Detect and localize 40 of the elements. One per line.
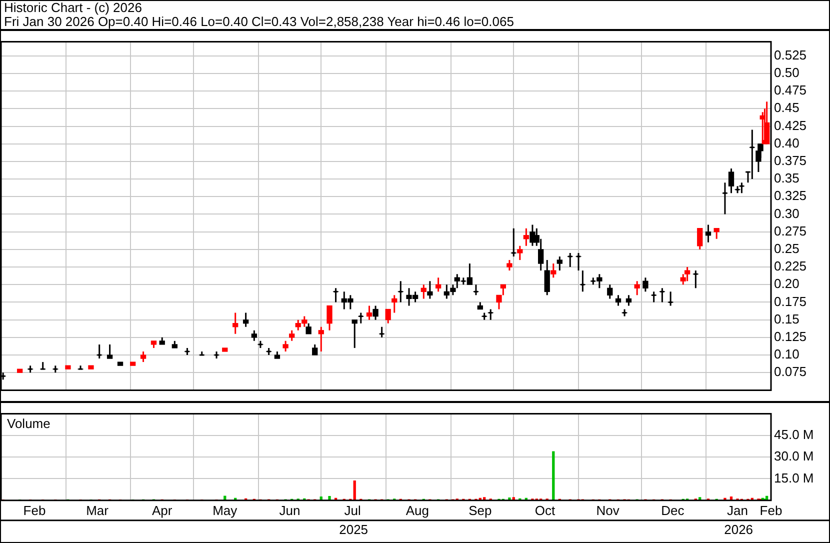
y-tick-label: 0.45 — [774, 100, 800, 116]
y-tick-label: 0.10 — [774, 346, 800, 362]
y-tick-label: 0.35 — [774, 170, 800, 186]
y-tick-label: 0.075 — [774, 364, 807, 380]
x-tick-label: Mar — [86, 502, 110, 518]
y-tick-label: 45.0 M — [774, 427, 814, 442]
y-tick-label: 15.0 M — [774, 470, 814, 486]
y-tick-label: 0.425 — [774, 118, 807, 133]
chart-subtitle: Fri Jan 30 2026 Op=0.40 Hi=0.46 Lo=0.40 Cl=0.43 Vol=2,858,238 Year hi=0.46 lo=0.065 — [4, 14, 515, 29]
x-tick-label: Jul — [344, 502, 361, 518]
y-tick-label: 0.525 — [774, 47, 807, 62]
y-tick-label: 0.40 — [774, 135, 800, 150]
y-tick-label: 0.25 — [774, 241, 800, 256]
y-tick-label: 0.225 — [774, 258, 807, 274]
y-tick-label: 0.20 — [774, 276, 800, 292]
y-tick-label: 0.50 — [774, 65, 800, 80]
x-tick-label: Sep — [468, 502, 492, 518]
y-tick-label: 0.325 — [774, 188, 807, 204]
chart-title: Volume — [7, 416, 50, 431]
x-tick-label: Aug — [406, 502, 429, 518]
y-tick-label: 0.15 — [774, 311, 800, 326]
x-tick-label: Jan — [727, 502, 748, 518]
y-tick-label: 30.0 M — [774, 448, 814, 464]
y-tick-label: 0.275 — [774, 223, 807, 238]
y-tick-label: 0.375 — [774, 153, 807, 168]
x-tick-label: Feb — [23, 502, 46, 518]
x-tick-label: Feb — [760, 502, 782, 518]
text: 2025 — [339, 522, 368, 537]
x-tick-label: Oct — [534, 502, 556, 518]
x-tick-label: Nov — [596, 502, 620, 518]
y-tick-label: 0.125 — [774, 328, 807, 344]
x-tick-label: Apr — [152, 502, 173, 518]
y-tick-label: 0.475 — [774, 82, 807, 98]
y-tick-label: 0.30 — [774, 206, 800, 221]
x-tick-label: May — [212, 502, 238, 518]
y-tick-label: 0.175 — [774, 294, 807, 309]
x-tick-label: Jun — [279, 502, 300, 518]
chart-title: Historic Chart - (c) 2026 — [4, 0, 143, 15]
text: 2026 — [724, 522, 754, 537]
x-tick-label: Dec — [661, 502, 685, 518]
